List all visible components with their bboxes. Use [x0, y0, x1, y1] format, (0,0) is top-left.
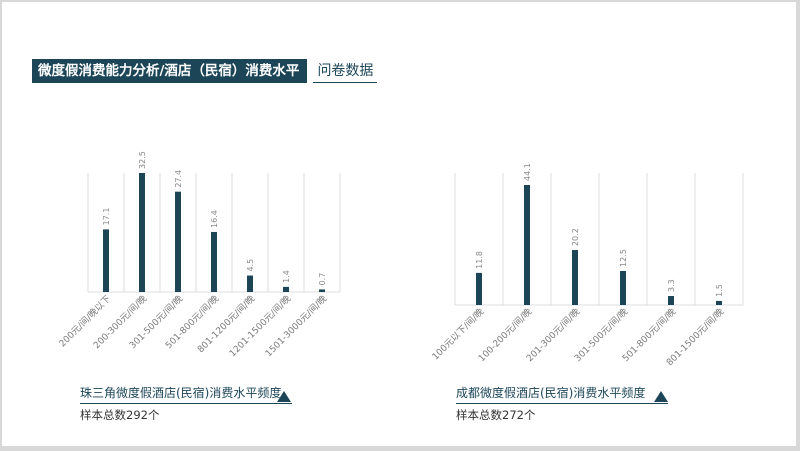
prd-chart-title: 珠三角微度假酒店(民宿)消费水平频度	[80, 386, 282, 400]
chengdu-caption-rule	[456, 403, 668, 404]
bar-value-label: 20.2	[571, 228, 580, 246]
bar-value-label: 32.5	[138, 151, 147, 169]
bar-value-label: 0.7	[318, 273, 327, 286]
x-tick-label: 1201-1500元/间/晚	[227, 293, 294, 360]
x-tick-label: 1501-3000元/间/晚	[263, 293, 330, 360]
prd-sample-size: 样本总数292个	[80, 408, 160, 422]
bar	[175, 191, 181, 292]
bar	[476, 272, 482, 305]
bar	[103, 229, 109, 292]
bar-value-label: 4.5	[246, 259, 255, 272]
chengdu-sample-size: 样本总数272个	[456, 408, 536, 422]
bar-value-label: 44.1	[523, 163, 532, 181]
chengdu-caption: 成都微度假酒店(民宿)消费水平频度 样本总数272个	[456, 386, 668, 426]
bar	[524, 185, 530, 305]
slide: 微度假消费能力分析/酒店（民宿）消费水平 问卷数据	[2, 2, 796, 446]
bar	[668, 296, 674, 305]
bar	[620, 270, 626, 305]
bar	[139, 173, 145, 292]
prd-price-chart: 17.1200元/间/晚以下32.5200-300元/间/晚27.4301-50…	[56, 151, 341, 360]
bar	[247, 275, 253, 292]
bar-value-label: 16.4	[210, 210, 219, 228]
bar-value-label: 17.1	[102, 208, 111, 226]
slide-header: 微度假消费能力分析/酒店（民宿）消费水平 问卷数据	[32, 59, 378, 83]
bar-value-label: 11.8	[475, 251, 484, 269]
bar	[572, 250, 578, 305]
bar-value-label: 1.5	[715, 284, 724, 297]
prd-caption: 珠三角微度假酒店(民宿)消费水平频度 样本总数292个	[80, 386, 292, 426]
bar-value-label: 3.3	[667, 279, 676, 292]
bar	[283, 286, 289, 292]
bar-value-label: 12.5	[619, 249, 628, 267]
bar	[716, 300, 722, 305]
chengdu-price-chart: 11.8100元以下/间/晚44.1100-200元/间/晚20.2201-30…	[429, 163, 744, 368]
slide-title: 微度假消费能力分析/酒店（民宿）消费水平	[32, 59, 308, 83]
chengdu-chart-title: 成都微度假酒店(民宿)消费水平频度	[456, 386, 646, 400]
prd-caption-rule	[80, 403, 292, 404]
slide-subtitle: 问卷数据	[313, 59, 378, 83]
bar-value-label: 1.4	[282, 270, 291, 283]
prd-caption-triangle	[277, 391, 291, 402]
bar	[211, 231, 217, 292]
bar-value-label: 27.4	[174, 170, 183, 188]
chengdu-caption-triangle	[654, 391, 668, 402]
bar	[319, 289, 325, 292]
